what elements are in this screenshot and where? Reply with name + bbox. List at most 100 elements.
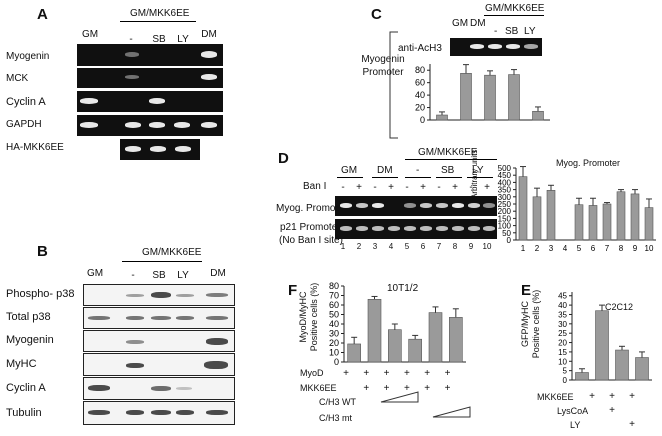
- panel-c-side-label-line1: Myogenin: [361, 54, 405, 65]
- bar: [602, 203, 612, 241]
- panel-d-group-gm-line: [337, 177, 363, 178]
- y-tick-label: 15: [558, 348, 567, 357]
- panel-d-row-p21-promoter: p21 Promoter: [280, 222, 341, 233]
- panel-f-sign: +: [444, 383, 451, 394]
- panel-d-ban-sign: +: [452, 182, 458, 193]
- panel-d-chart-title: Myog. Promoter: [556, 158, 621, 168]
- y-tick-label: 45: [558, 292, 567, 301]
- y-tick-label: 30: [558, 320, 567, 329]
- y-tick-label: 500: [498, 164, 512, 173]
- panel-b-blot-tubulin: [83, 401, 235, 425]
- panel-c-lane-ly: LY: [524, 26, 536, 37]
- panel-b-row-cyclin-a: Cyclin A: [6, 382, 46, 394]
- y-tick-label: 80: [329, 282, 339, 291]
- panel-d-ban-sign: +: [356, 182, 362, 193]
- panel-f-row-myod: MyoD: [300, 368, 324, 378]
- y-tick-label: 150: [498, 214, 512, 223]
- panel-f-ylabel-line1: MyoD/MyHC: [298, 291, 308, 343]
- panel-f-row-ch3-wt: C/H3 WT: [319, 397, 356, 407]
- panel-f-ylabel: MyoD/MyHC Positive cells (%): [298, 278, 320, 356]
- y-tick-label: 200: [498, 207, 512, 216]
- y-tick-label: 50: [329, 310, 339, 320]
- panel-a-lane-minus: -: [129, 34, 133, 45]
- panel-f-row-mkk6ee: MKK6EE: [300, 383, 337, 393]
- panel-f-row-ch3-mt: C/H3 mt: [319, 413, 353, 423]
- x-tick-label: 7: [605, 244, 610, 253]
- bar: [630, 193, 640, 241]
- y-tick-label: 20: [329, 338, 339, 348]
- panel-d-group-sb: SB: [441, 165, 455, 176]
- panel-f-sign: +: [444, 368, 451, 379]
- bar: [449, 317, 463, 363]
- y-tick-label: 0: [420, 115, 425, 125]
- panel-c-lane-minus: -: [494, 26, 498, 37]
- bar: [428, 312, 443, 363]
- panel-d-ban-sign: +: [388, 182, 394, 193]
- panel-f-sign: +: [343, 368, 349, 379]
- y-tick-label: 70: [329, 291, 339, 301]
- panel-a-bracket: [120, 21, 196, 22]
- panel-a-header: GM/MKK6EE: [130, 8, 190, 19]
- panel-a-gel-ha-mkk6ee: [120, 139, 200, 160]
- panel-d-header: GM/MKK6EE: [418, 147, 478, 158]
- bar: [388, 329, 402, 363]
- panel-a-lane-ly: LY: [177, 34, 189, 45]
- x-tick-label: 8: [619, 244, 624, 253]
- panel-e-ylabel: GFP/MyHC Positive cells (%): [520, 276, 542, 372]
- panel-d-header-bracket: [405, 159, 497, 160]
- y-tick-label: 60: [415, 78, 425, 88]
- panel-b-row-total-p38: Total p38: [6, 311, 51, 323]
- panel-f-sign: +: [363, 368, 370, 379]
- panel-f-title: 10T1/2: [387, 283, 419, 294]
- panel-b-lane-gm: GM: [86, 268, 104, 279]
- y-tick-label: 20: [558, 339, 567, 348]
- panel-b-row-myhc: MyHC: [6, 358, 37, 370]
- x-tick-label: 3: [549, 244, 554, 253]
- x-tick-label: 10: [645, 244, 654, 253]
- panel-c-side-label: Myogenin Promoter: [355, 53, 411, 79]
- panel-a-gel-mck: [77, 68, 223, 88]
- panel-d-row-myog-promoter: Myog. Promoter: [276, 203, 348, 214]
- panel-d-group-sb-line: [436, 177, 462, 178]
- y-tick-label: 20: [415, 103, 425, 113]
- panel-a-lane-gm: GM: [81, 29, 99, 40]
- y-tick-label: 50: [502, 229, 511, 238]
- panel-b-blot-total-p38: [83, 307, 235, 329]
- panel-d-lane-number: 1: [340, 242, 346, 251]
- panel-b-bracket: [122, 261, 202, 262]
- panel-b-blot-cyclin-a: [83, 377, 235, 400]
- panel-d-group-minus-line: [405, 177, 431, 178]
- bar: [546, 190, 556, 241]
- panel-c-lane-sb: SB: [505, 26, 519, 37]
- panel-d-ban-sign: -: [373, 182, 377, 193]
- bar: [532, 196, 542, 241]
- y-tick-label: 0: [334, 357, 339, 366]
- panel-a-lane-sb: SB: [152, 34, 166, 45]
- bar: [367, 298, 382, 363]
- panel-d-lane-number: 6: [420, 242, 426, 251]
- panel-d-lane-number: 7: [436, 242, 442, 251]
- y-tick-label: 100: [498, 222, 512, 231]
- bar: [532, 110, 544, 121]
- panel-a-gel-myogenin: [77, 44, 223, 66]
- panel-c-label: C: [371, 6, 382, 23]
- y-tick-label: 10: [329, 348, 339, 358]
- panel-e-label: E: [521, 282, 532, 299]
- panel-b-row-myogenin: Myogenin: [6, 334, 54, 346]
- bar: [484, 74, 496, 121]
- panel-e-sign: +: [609, 405, 615, 416]
- panel-d-gel-myog: [335, 196, 497, 216]
- panel-a-row-cyclin-a: Cyclin A: [6, 96, 46, 108]
- panel-f-sign: +: [424, 368, 431, 379]
- panel-d-ban-sign: +: [484, 182, 490, 193]
- y-tick-label: 60: [329, 300, 339, 310]
- bar: [518, 176, 528, 241]
- panel-d-label: D: [278, 150, 289, 167]
- panel-d-lane-number: 2: [356, 242, 362, 251]
- panel-a-row-myogenin: Myogenin: [6, 51, 50, 62]
- panel-b-row-tubulin: Tubulin: [6, 407, 42, 419]
- panel-d-ban-sign: -: [469, 182, 473, 193]
